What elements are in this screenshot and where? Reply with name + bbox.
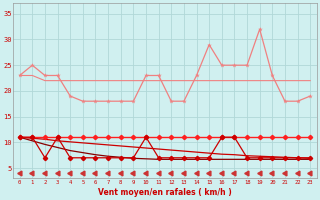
X-axis label: Vent moyen/en rafales ( km/h ): Vent moyen/en rafales ( km/h )	[98, 188, 232, 197]
